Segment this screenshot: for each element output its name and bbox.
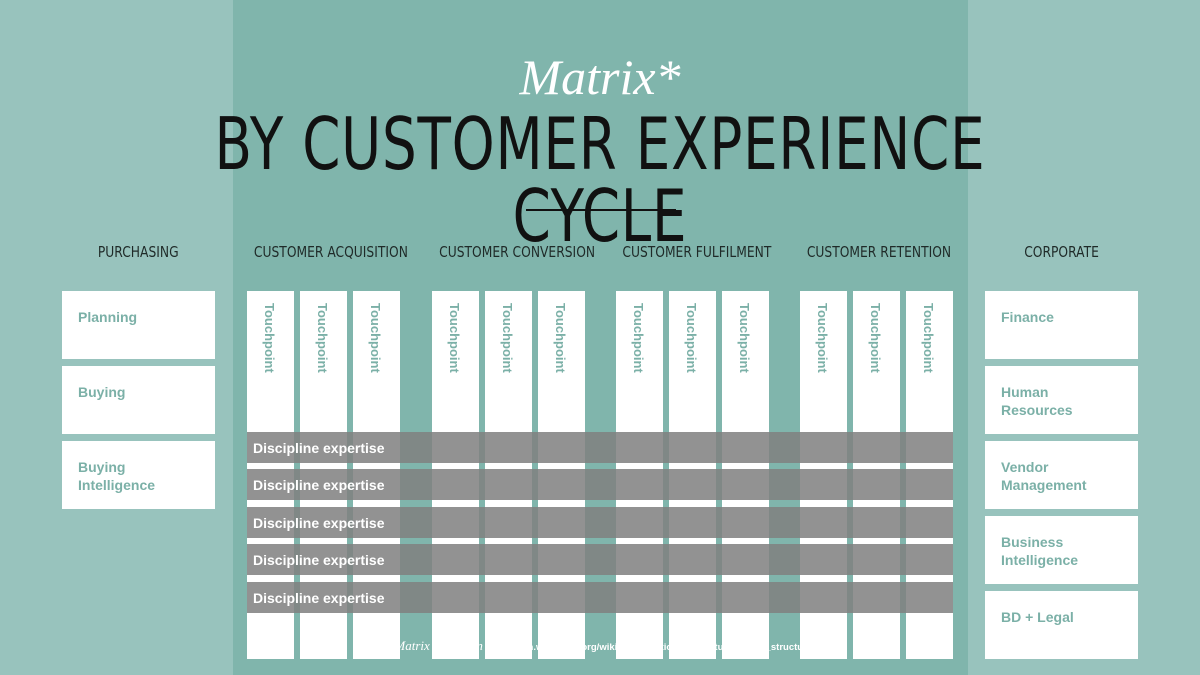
- footnote: *Matrix definition – http://en.wikipedia…: [0, 637, 1200, 655]
- touchpoint-label: Touchpoint: [262, 303, 277, 373]
- footnote-link[interactable]: http://en.wikipedia.org/wiki/Organizatio…: [495, 642, 813, 653]
- discipline-label: Discipline expertise: [253, 477, 385, 493]
- discipline-bar: Discipline expertise: [247, 544, 953, 575]
- footnote-definition: *Matrix definition –: [387, 638, 496, 653]
- touchpoint-label: Touchpoint: [684, 303, 699, 373]
- discipline-bar: Discipline expertise: [247, 507, 953, 538]
- corporate-item: Vendor Management: [985, 441, 1138, 509]
- corporate-item: Human Resources: [985, 366, 1138, 434]
- discipline-label: Discipline expertise: [253, 515, 385, 531]
- touchpoint-label: Touchpoint: [868, 303, 883, 373]
- purchasing-item: Planning: [62, 291, 215, 359]
- touchpoint-label: Touchpoint: [815, 303, 830, 373]
- column-header-retention: CUSTOMER RETENTION: [806, 243, 952, 261]
- touchpoint-label: Touchpoint: [500, 303, 515, 373]
- corporate-item: Finance: [985, 291, 1138, 359]
- discipline-bar: Discipline expertise: [247, 432, 953, 463]
- column-header-acquisition: CUSTOMER ACQUISITION: [253, 243, 408, 261]
- purchasing-item: Buying: [62, 366, 215, 434]
- discipline-label: Discipline expertise: [253, 552, 385, 568]
- purchasing-item: Buying Intelligence: [62, 441, 215, 509]
- page-title: BY CUSTOMER EXPERIENCE CYCLE: [214, 102, 986, 258]
- title-italic: Matrix*: [519, 49, 681, 105]
- corporate-item: Business Intelligence: [985, 516, 1138, 584]
- touchpoint-label: Touchpoint: [631, 303, 646, 373]
- touchpoint-label: Touchpoint: [315, 303, 330, 373]
- touchpoint-label: Touchpoint: [553, 303, 568, 373]
- touchpoint-label: Touchpoint: [368, 303, 383, 373]
- discipline-bar: Discipline expertise: [247, 469, 953, 500]
- touchpoint-label: Touchpoint: [921, 303, 936, 373]
- touchpoint-label: Touchpoint: [737, 303, 752, 373]
- corporate-item: BD + Legal: [985, 591, 1138, 659]
- column-header-purchasing: PURCHASING: [98, 243, 179, 261]
- discipline-label: Discipline expertise: [253, 440, 385, 456]
- column-header-conversion: CUSTOMER CONVERSION: [439, 243, 596, 261]
- column-header-corporate: CORPORATE: [1024, 243, 1099, 261]
- title-divider: [526, 209, 676, 211]
- touchpoint-label: Touchpoint: [447, 303, 462, 373]
- discipline-label: Discipline expertise: [253, 590, 385, 606]
- column-header-fulfilment: CUSTOMER FULFILMENT: [622, 243, 772, 261]
- discipline-bar: Discipline expertise: [247, 582, 953, 613]
